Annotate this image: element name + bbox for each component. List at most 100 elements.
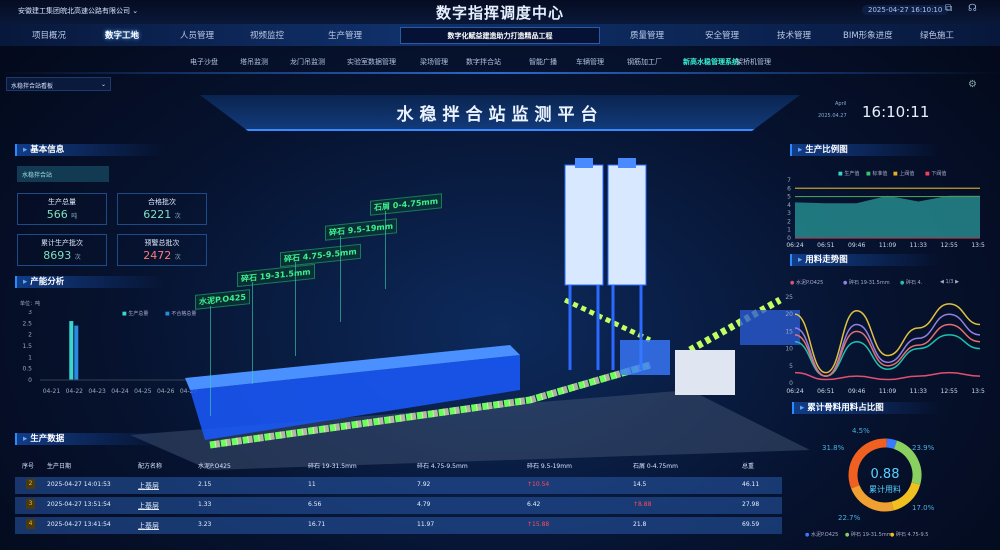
donut-slice — [893, 440, 922, 485]
x-tick-label: 04-23 — [88, 388, 106, 395]
y-tick-label: 25 — [785, 294, 793, 301]
incline-conveyor — [563, 297, 652, 343]
chevron-down-icon: ⌄ — [132, 7, 139, 15]
column-header: 碎石 9.5-19mm — [527, 463, 572, 470]
settings-icon[interactable]: ⚙ — [968, 79, 977, 90]
slice-label: 17.0% — [912, 504, 935, 512]
table-cell: 4.79 — [417, 501, 431, 508]
column-header: 石屑 0-4.75mm — [633, 463, 678, 470]
mixer — [620, 340, 670, 375]
legend-item[interactable]: ● 碎石 4.75-9.5 — [890, 531, 928, 538]
legend-label: 碎石 19-31.5mm — [850, 532, 892, 538]
subnav-item[interactable]: 车辆管理 — [576, 58, 604, 66]
subnav-item[interactable]: 架桥机管理 — [736, 58, 771, 66]
legend-label: 碎石 4. — [905, 280, 923, 286]
table-cell: 6.56 — [308, 501, 322, 508]
recipe-link[interactable]: 上基层 — [138, 502, 159, 510]
legend-label: 不合格总量 — [171, 311, 197, 317]
subnav-item[interactable]: 梁场管理 — [420, 58, 448, 66]
user-icon[interactable]: ☊ — [968, 3, 977, 14]
tag-leader-line — [295, 262, 296, 356]
subnav-item[interactable]: 塔吊监测 — [240, 58, 268, 66]
subnav-item[interactable]: 电子沙盘 — [190, 58, 218, 66]
nav-tab[interactable]: 生产管理 — [328, 31, 363, 41]
y-tick-label: 5 — [789, 363, 793, 370]
donut-slice — [891, 481, 921, 511]
project-slogan: 数字化赋益建造助力打造精品工程 — [400, 27, 600, 44]
subnav-item[interactable]: 龙门吊监测 — [290, 58, 325, 66]
legend-label: 下阀值 — [931, 171, 947, 177]
column-header: 碎石 19-31.5mm — [308, 463, 357, 470]
nav-tab[interactable]: 安全管理 — [705, 31, 740, 41]
stat-card: 生产总量 566 吨 — [17, 193, 107, 225]
mixing-plant-3d-scene — [130, 158, 810, 470]
nav-tab[interactable]: 人员管理 — [180, 31, 215, 41]
x-tick-label: 11:09 — [879, 242, 896, 248]
company-name: 安徽建工集团皖北高速公路有限公司 — [18, 7, 130, 15]
aggregate-bins — [185, 345, 520, 440]
material-trend-line-chart: 0 5 10 15 20 25 06:24 06:51 09:46 11:09 11:33 12:55… — [785, 294, 985, 395]
x-tick-label: 06:51 — [817, 242, 834, 248]
legend-item[interactable]: ● 水泥P.O425 — [805, 531, 838, 538]
x-tick-label: 11:33 — [910, 242, 927, 248]
tag-leader-line — [340, 236, 341, 322]
nav-tab[interactable]: 技术管理 — [777, 31, 812, 41]
x-tick-label: 06:24 — [786, 388, 803, 395]
subnav-item[interactable]: 新高水稳管理系统 — [683, 58, 739, 66]
y-tick-label: 20 — [785, 311, 793, 318]
legend-item[interactable]: ● 碎石 19-31.5mm — [845, 531, 892, 538]
board-select-value: 水稳拌合站看板 — [11, 83, 54, 90]
nav-tab[interactable]: 项目概况 — [32, 31, 67, 41]
stat-unit: 次 — [174, 213, 181, 220]
x-tick-label: 13:51 — [971, 388, 985, 395]
legend-label: 生产值 — [844, 171, 860, 177]
legend-item[interactable]: ● 碎石 4. — [900, 279, 922, 286]
section-capacity: 产能分析 — [15, 276, 165, 288]
legend-pager[interactable]: ◀ 1/3 ▶ — [940, 279, 959, 285]
y-tick-label: 2 — [787, 218, 791, 225]
stat-value-row: 2472 次 — [118, 249, 206, 262]
legend-swatch: ● — [900, 280, 906, 286]
subnav-item[interactable]: 数字拌合站 — [466, 58, 501, 66]
tag-leader-line — [385, 211, 386, 289]
x-tick-label: 11:33 — [910, 388, 927, 395]
section-trend: 用料走势图 — [790, 254, 940, 266]
stat-label: 累计生产批次 — [41, 239, 83, 247]
table-cell: 7.92 — [417, 481, 431, 488]
nav-tab[interactable]: BIM形象进度 — [843, 31, 893, 41]
subnav-item[interactable]: 智能广播 — [529, 58, 557, 66]
x-tick-label: 13:51 — [971, 242, 985, 248]
legend-item[interactable]: ● 碎石 19-31.5mm — [843, 279, 890, 286]
subnav-item[interactable]: 实验室数据管理 — [347, 58, 396, 66]
recipe-link[interactable]: 上基层 — [138, 522, 159, 530]
fullscreen-icon[interactable]: ⧉ — [945, 3, 953, 14]
recipe-link[interactable]: 上基层 — [138, 482, 159, 490]
section-ratio: 生产比例图 — [790, 144, 940, 156]
slice-label: 23.9% — [912, 444, 935, 452]
x-tick-label: 09:46 — [848, 388, 865, 395]
table-cell: ↑15.88 — [527, 521, 550, 528]
legend-item: ■ 标准值 — [866, 170, 887, 177]
tag-leader-line — [252, 282, 253, 384]
nav-tab[interactable]: 视频监控 — [250, 31, 285, 41]
nav-tab[interactable]: 质量管理 — [630, 31, 665, 41]
table-row[interactable] — [15, 477, 782, 494]
nav-tab[interactable]: 绿色施工 — [920, 31, 955, 41]
subnav-item[interactable]: 钢筋加工厂 — [627, 58, 662, 66]
nav-tab[interactable]: 数字工地 — [105, 31, 140, 41]
x-tick-label: 04-25 — [134, 388, 152, 395]
table-row[interactable] — [15, 517, 782, 534]
conveyor-belt — [209, 361, 651, 449]
company-selector[interactable]: 安徽建工集团皖北高速公路有限公司 ⌄ — [18, 6, 138, 16]
board-select[interactable]: 水稳拌合站看板 ⌄ — [6, 77, 111, 91]
table-row[interactable] — [15, 497, 782, 514]
series-line — [794, 313, 981, 377]
stat-card: 累计生产批次 8693 次 — [17, 234, 107, 266]
y-tick-label: 6 — [787, 185, 791, 192]
feeder — [740, 310, 800, 345]
legend-item[interactable]: ● 水泥P.O425 — [790, 279, 823, 286]
stat-value-row: 8693 次 — [18, 249, 106, 262]
series-line — [794, 303, 981, 374]
x-tick-label: 06:24 — [786, 242, 803, 248]
